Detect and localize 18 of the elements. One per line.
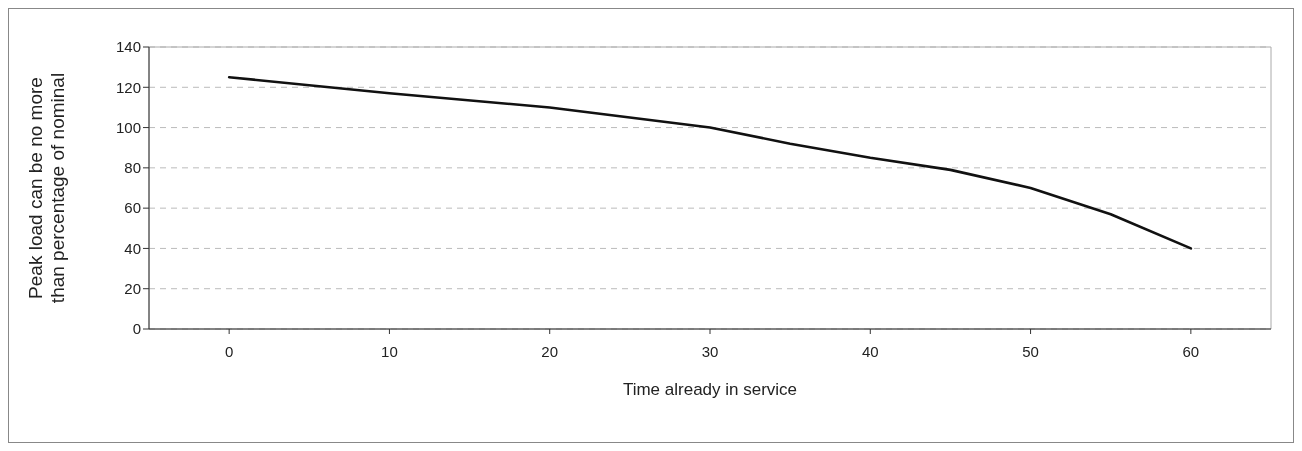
x-tick-label: 50: [1022, 342, 1039, 360]
y-tick-label: 80: [124, 159, 141, 177]
y-tick-label: 140: [115, 38, 141, 56]
x-tick-label: 30: [701, 342, 719, 360]
x-tick-label: 10: [381, 342, 398, 360]
x-tick-label: 0: [224, 342, 234, 360]
line-series: [227, 75, 1193, 250]
y-axis-title: Peak load can be no more than percentage of nominal: [25, 72, 68, 304]
y-tick-label: 60: [124, 199, 141, 217]
x-tick-label: 40: [861, 342, 879, 360]
x-tick-label: 60: [1182, 342, 1200, 360]
y-tick-label: 120: [115, 78, 141, 96]
y-tick-label: 100: [115, 118, 141, 136]
x-axis-title: Time already in service: [622, 380, 798, 399]
y-tick-label: 20: [124, 280, 141, 298]
x-tick-label: 20: [541, 342, 559, 360]
y-tick-label: 0: [132, 320, 141, 338]
y-tick-label: 40: [124, 239, 141, 257]
